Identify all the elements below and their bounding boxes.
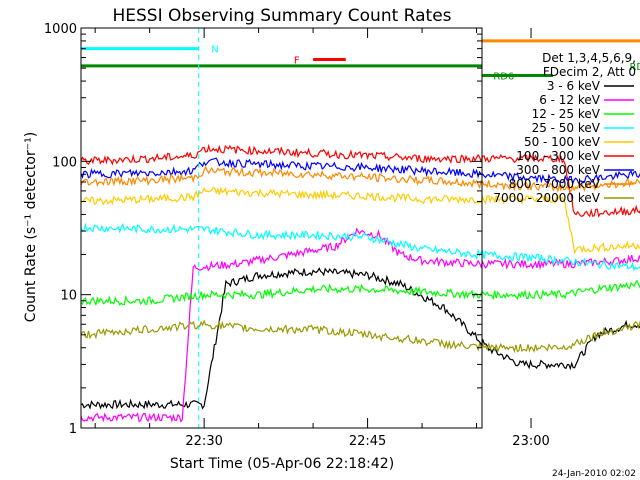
flag-label: RD0 bbox=[629, 62, 640, 73]
legend-header-line-1: Det 1,3,4,5,6,9, bbox=[542, 51, 636, 65]
series-line bbox=[80, 267, 640, 410]
legend-label: 100 - 300 keV bbox=[516, 149, 600, 163]
series-line bbox=[80, 222, 640, 272]
y-tick-label: 100 bbox=[52, 155, 77, 170]
series-line bbox=[80, 143, 640, 218]
plot-frame bbox=[80, 27, 483, 429]
series-line bbox=[80, 186, 640, 255]
y-tick-label: 1 bbox=[69, 422, 77, 437]
legend-label: 7000 - 20000 keV bbox=[493, 191, 600, 205]
legend-header-line-2: FDecim 2, Att 0 bbox=[543, 65, 636, 79]
legend-label: 6 - 12 keV bbox=[539, 93, 601, 107]
legend-label: 800 - 7000 keV bbox=[509, 177, 601, 191]
chart-title: HESSI Observing Summary Count Rates bbox=[112, 6, 451, 26]
flag-label: N bbox=[211, 45, 218, 56]
y-tick-label: 10 bbox=[60, 289, 77, 304]
legend-label: 3 - 6 keV bbox=[547, 79, 601, 93]
series-line bbox=[80, 165, 640, 193]
footer-timestamp: 24-Jan-2010 02:02 bbox=[552, 469, 636, 479]
x-tick-label: 22:30 bbox=[185, 434, 222, 449]
series-line bbox=[80, 279, 640, 307]
flag-label: F bbox=[294, 56, 300, 67]
legend-label: 50 - 100 keV bbox=[524, 135, 601, 149]
y-tick-label: 1000 bbox=[44, 22, 77, 37]
series-line bbox=[80, 157, 640, 186]
series-layer bbox=[80, 143, 640, 423]
series-line bbox=[80, 227, 640, 423]
series-line bbox=[80, 319, 640, 354]
legend-label: 12 - 25 keV bbox=[532, 107, 601, 121]
flag-label: RD6 bbox=[493, 72, 514, 83]
x-tick-label: 23:00 bbox=[512, 434, 549, 449]
legend-label: 300 - 800 keV bbox=[516, 163, 600, 177]
legend: Det 1,3,4,5,6,9, FDecim 2, Att 0 3 - 6 k… bbox=[493, 51, 636, 205]
annotation-layer: NFRD0RD6S bbox=[81, 28, 640, 428]
x-tick-label: 22:45 bbox=[349, 434, 386, 449]
x-axis-label: Start Time (05-Apr-06 22:18:42) bbox=[170, 456, 394, 472]
y-axis-label: Count Rate (s⁻¹ detector⁻¹) bbox=[23, 132, 39, 322]
legend-label: 25 - 50 keV bbox=[532, 121, 601, 135]
